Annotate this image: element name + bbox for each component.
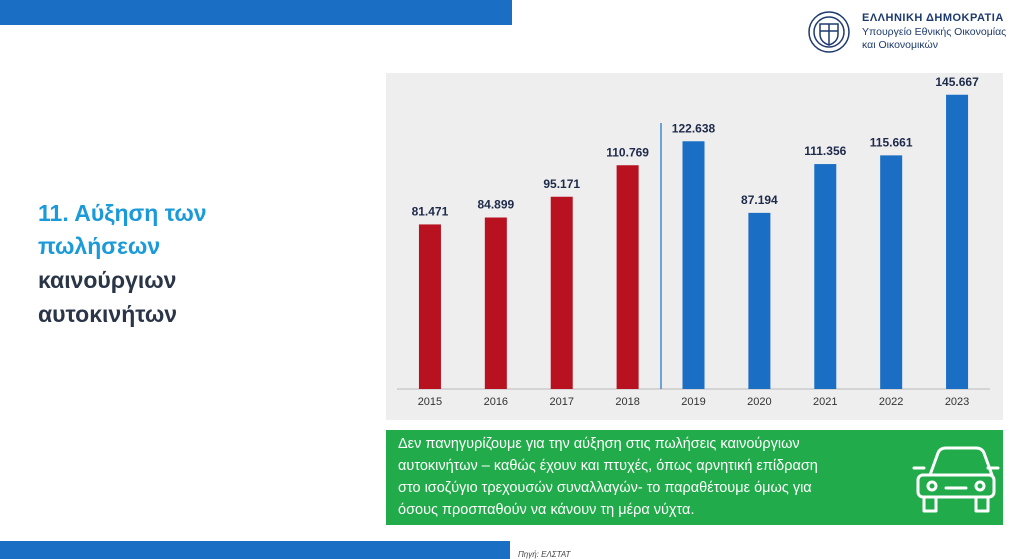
title-line: αυτοκινήτων — [38, 301, 177, 327]
bar — [946, 94, 969, 390]
note-line: στο ισοζύγιο τρεχουσών συναλλαγών- το πα… — [398, 480, 812, 496]
x-tick-label: 2020 — [747, 396, 771, 408]
value-label: 95.171 — [543, 177, 580, 191]
x-tick-label: 2017 — [549, 396, 573, 408]
bar — [748, 212, 771, 389]
note-box — [386, 430, 1003, 525]
bar — [880, 155, 903, 389]
x-tick-label: 2018 — [615, 396, 639, 408]
value-label: 115.661 — [870, 136, 913, 150]
value-label: 122.638 — [672, 121, 716, 135]
country-name: ΕΛΛΗΝΙΚΗ ΔΗΜΟΚΡΑΤΙΑ — [862, 12, 1004, 24]
bar — [616, 165, 639, 389]
bar — [418, 224, 441, 389]
bar — [814, 164, 837, 389]
bottom-bar — [0, 541, 510, 559]
top-bar — [0, 0, 512, 25]
title-line: 11. Αύξηση των — [38, 200, 207, 226]
source: Πηγή: ΕΛΣΤΑΤ — [518, 550, 571, 559]
note-line: Δεν πανηγυρίζουμε για την αύξηση στις πω… — [398, 436, 800, 452]
bar — [682, 141, 705, 389]
x-tick-label: 2023 — [945, 396, 969, 408]
x-tick-label: 2022 — [879, 396, 903, 408]
bars: 2015 81.471 2016 84.899 2017 95.171 2018 110.76… — [412, 75, 979, 408]
bar — [550, 196, 573, 389]
x-tick-label: 2016 — [484, 396, 508, 408]
value-label: 81.471 — [412, 205, 449, 219]
value-label: 84.899 — [477, 198, 514, 212]
x-tick-label: 2021 — [813, 396, 837, 408]
bar — [484, 217, 507, 389]
ministry-line: Υπουργείο Εθνικής Οικονομίας — [862, 26, 1006, 38]
x-tick-label: 2015 — [418, 396, 442, 408]
x-tick-label: 2019 — [681, 396, 705, 408]
note-line: όσους προσπαθούν να κάνουν τη μέρα νύχτα… — [398, 502, 694, 518]
car-icon — [912, 446, 1000, 513]
value-label: 111.356 — [804, 144, 846, 158]
note-line: αυτοκινήτων – καθώς έχουν και πτυχές, όπ… — [398, 458, 818, 474]
value-label: 110.769 — [606, 145, 649, 159]
emblem — [808, 11, 850, 53]
value-label: 145.667 — [935, 75, 979, 89]
title-line: πωλήσεων — [38, 233, 160, 259]
value-label: 87.194 — [741, 193, 778, 207]
title-line: καινούργιων — [38, 267, 176, 293]
ministry-line: και Οικονομικών — [862, 39, 938, 51]
